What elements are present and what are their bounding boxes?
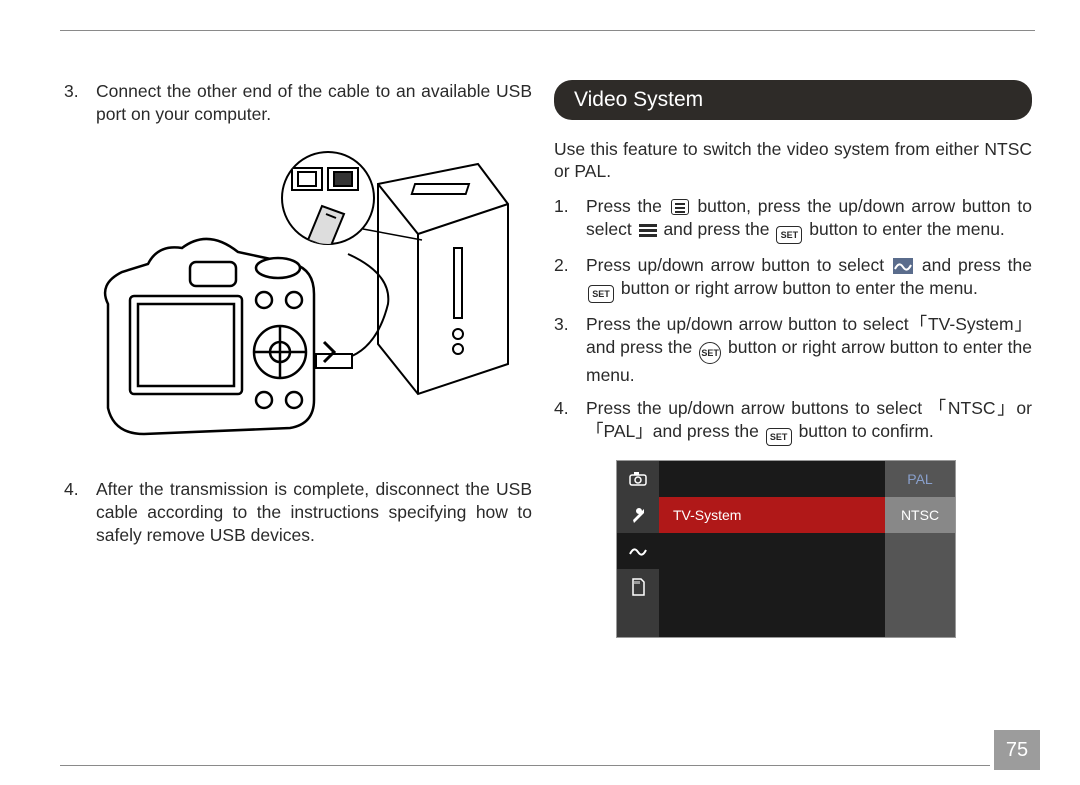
step-text-part: button to enter the menu. [809, 219, 1005, 239]
step-text: After the transmission is complete, disc… [96, 479, 532, 545]
right-step-4: 4. Press the up/down arrow buttons to se… [554, 397, 1032, 446]
sidebar-sd-icon [617, 569, 659, 605]
sidebar-wave-icon [617, 533, 659, 569]
right-column: Video System Use this feature to switch … [554, 80, 1032, 638]
step-text-part: and press the [922, 255, 1032, 275]
menu-value-pal: PAL [885, 471, 955, 487]
menu-row-label: TV-System [673, 507, 741, 523]
section-heading: Video System [554, 80, 1032, 120]
step-number: 4. [64, 478, 79, 501]
step-text-part: and press the [663, 219, 774, 239]
menu-row-pal: PAL [659, 461, 955, 497]
step-text-part: Press the [586, 196, 669, 216]
menu-button-icon [671, 199, 689, 215]
step-text-part: button to confirm. [799, 421, 934, 441]
left-steps-list-2: 4. After the transmission is complete, d… [64, 478, 532, 547]
top-rule [60, 30, 1035, 31]
step-number: 3. [64, 80, 79, 103]
step-text-part: Press up/down arrow button to select [586, 255, 891, 275]
step-number: 1. [554, 195, 569, 218]
camera-connection-illustration [78, 144, 518, 454]
list-icon [639, 224, 657, 238]
intro-paragraph: Use this feature to switch the video sys… [554, 138, 1032, 183]
menu-rows: PAL TV-System NTSC [659, 461, 955, 533]
step-number: 2. [554, 254, 569, 277]
page-number: 75 [994, 730, 1040, 770]
step-number: 4. [554, 397, 569, 420]
left-step-3: 3. Connect the other end of the cable to… [64, 80, 532, 126]
manual-page: 3. Connect the other end of the cable to… [60, 30, 1040, 770]
left-step-4: 4. After the transmission is complete, d… [64, 478, 532, 547]
step-text: Connect the other end of the cable to an… [96, 81, 532, 124]
sidebar-wrench-icon [617, 497, 659, 533]
set-button-icon: SET [776, 226, 802, 244]
sidebar-camera-icon [617, 461, 659, 497]
set-button-icon: SET [588, 285, 614, 303]
menu-sidebar [617, 461, 659, 637]
left-steps-list: 3. Connect the other end of the cable to… [64, 80, 532, 126]
step-text-part: button or right arrow button to enter th… [621, 278, 978, 298]
left-column: 3. Connect the other end of the cable to… [64, 80, 532, 557]
bottom-rule [60, 765, 990, 766]
right-steps-list: 1. Press the button, press the up/down a… [554, 195, 1032, 446]
set-button-icon: SET [766, 428, 792, 446]
right-step-3: 3. Press the up/down arrow button to sel… [554, 313, 1032, 387]
right-step-2: 2. Press up/down arrow button to select … [554, 254, 1032, 303]
wave-icon [893, 258, 913, 274]
set-round-icon: SET [699, 342, 721, 364]
menu-value-ntsc: NTSC [885, 497, 955, 533]
step-number: 3. [554, 313, 569, 336]
menu-row-selected: TV-System NTSC [659, 497, 955, 533]
menu-screenshot: PAL TV-System NTSC [616, 460, 956, 638]
right-step-1: 1. Press the button, press the up/down a… [554, 195, 1032, 244]
